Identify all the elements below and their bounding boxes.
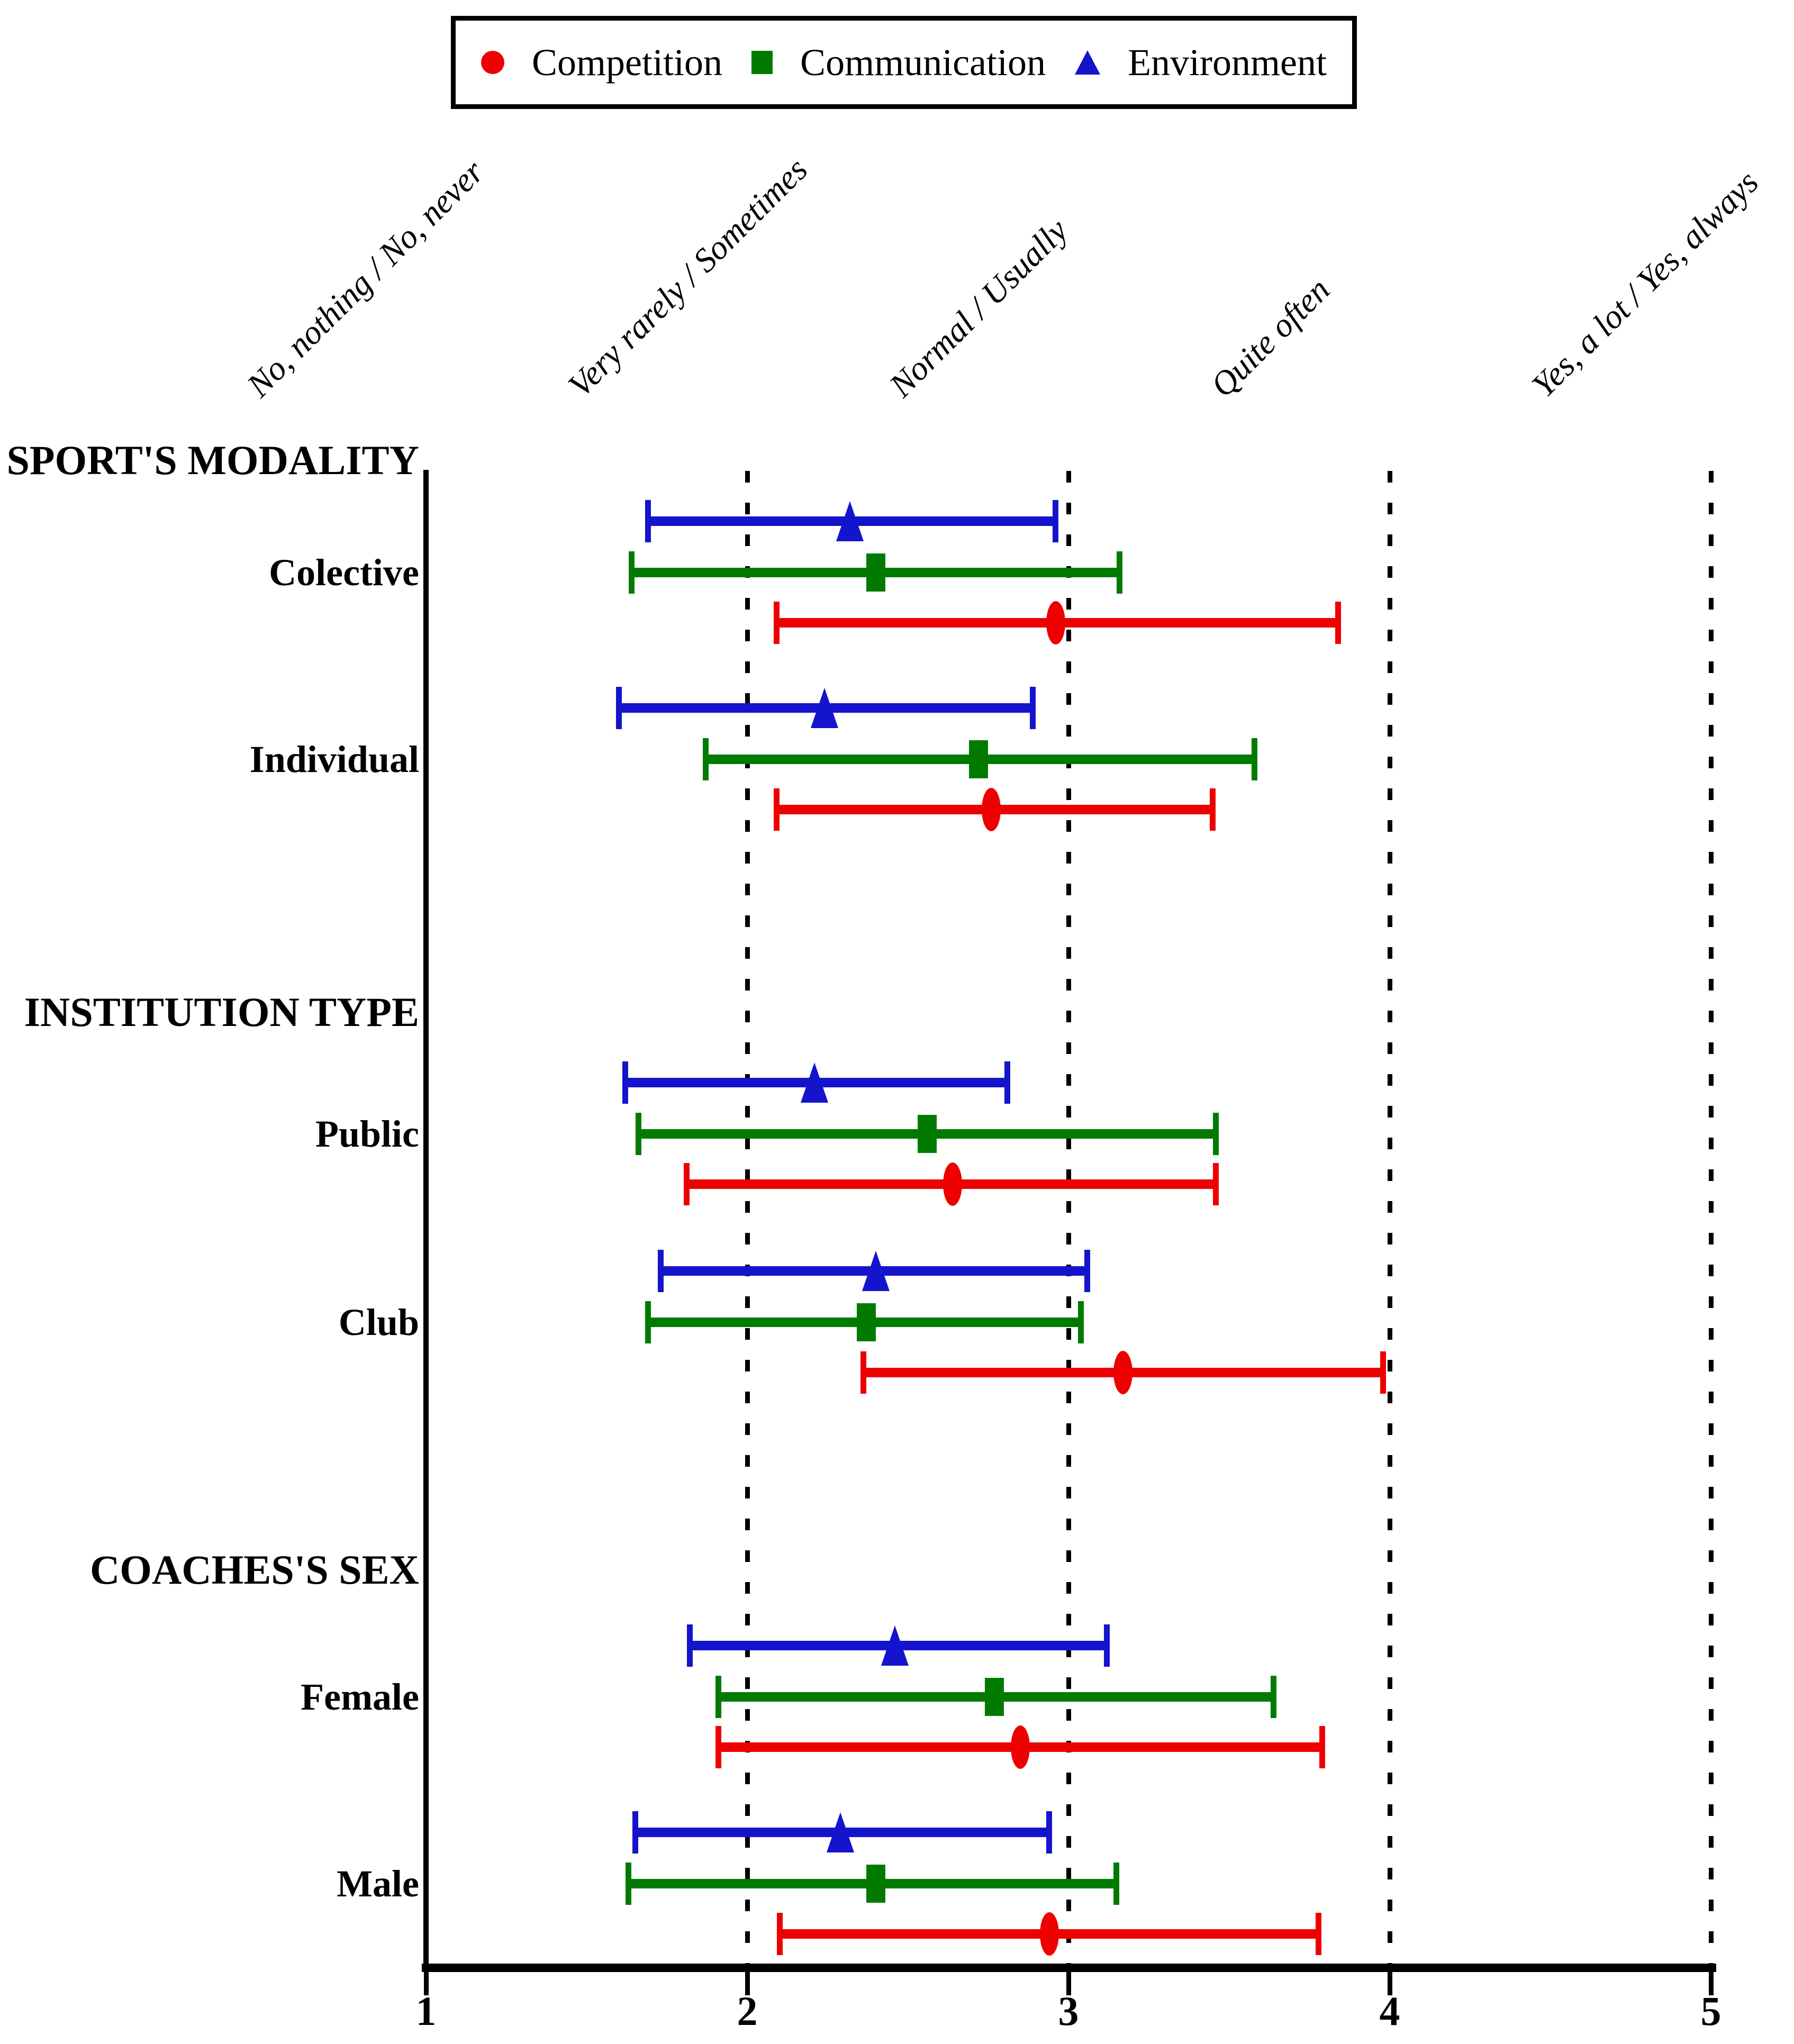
mean-triangle-marker-club-environment bbox=[862, 1251, 890, 1291]
errorbar-capL-individual-environment bbox=[616, 687, 622, 729]
legend-label-environment: Environment bbox=[1128, 41, 1327, 84]
errorbar-capR-colective-environment bbox=[1052, 500, 1058, 542]
mean-circle-marker-male-competition bbox=[1039, 1912, 1059, 1956]
mean-square-marker-public-communication bbox=[917, 1115, 937, 1153]
errorbar-capR-female-environment bbox=[1103, 1624, 1110, 1667]
errorbar-capL-colective-communication bbox=[629, 551, 635, 594]
competition-circle-icon bbox=[481, 51, 504, 74]
mean-circle-marker-individual-competition bbox=[982, 788, 1001, 831]
x-tick-label-2: 2 bbox=[737, 1988, 758, 2034]
gridline-3 bbox=[1066, 471, 1071, 1965]
x-axis-line bbox=[422, 1964, 1716, 1972]
x-tick-label-3: 3 bbox=[1058, 1988, 1079, 2034]
mean-square-marker-female-communication bbox=[985, 1678, 1004, 1716]
errorbar-capR-individual-environment bbox=[1030, 687, 1036, 729]
errorbar-capL-public-environment bbox=[622, 1061, 629, 1104]
errorbar-capR-individual-communication bbox=[1252, 738, 1258, 780]
mean-square-marker-club-communication bbox=[856, 1303, 876, 1341]
errorbar-capL-individual-communication bbox=[703, 738, 709, 780]
errorbar-capL-female-competition bbox=[715, 1726, 722, 1768]
errorbar-capL-male-competition bbox=[776, 1913, 783, 1955]
errorbar-capR-male-environment bbox=[1046, 1811, 1052, 1854]
mean-triangle-marker-female-environment bbox=[881, 1625, 909, 1666]
errorbar-capL-female-environment bbox=[686, 1624, 693, 1667]
communication-square-icon bbox=[751, 51, 773, 74]
errorbar-capR-male-competition bbox=[1316, 1913, 1322, 1955]
errorbar-capR-public-communication bbox=[1213, 1113, 1219, 1155]
gridline-5 bbox=[1709, 471, 1714, 1965]
section-title-coaches-sex: COACHES'S SEX bbox=[89, 1547, 419, 1593]
environment-triangle-icon bbox=[1075, 50, 1101, 75]
errorbar-capL-club-communication bbox=[645, 1301, 651, 1343]
errorbar-capR-individual-competition bbox=[1210, 788, 1216, 831]
mean-circle-marker-colective-competition bbox=[1046, 601, 1065, 644]
gridline-2 bbox=[745, 471, 750, 1965]
errorbar-capL-club-competition bbox=[860, 1351, 866, 1394]
top-scale-label-2: Very rarely / Sometimes bbox=[560, 150, 815, 404]
mean-triangle-marker-public-environment bbox=[801, 1062, 829, 1103]
mean-circle-marker-club-competition bbox=[1113, 1351, 1133, 1394]
top-scale-label-3: Normal / Usually bbox=[882, 211, 1075, 404]
legend-item-competition: Competition bbox=[481, 41, 722, 85]
x-tick-label-1: 1 bbox=[415, 1988, 437, 2034]
x-tick-1 bbox=[424, 1972, 429, 1995]
group-label-colective: Colective bbox=[269, 551, 419, 594]
x-tick-label-4: 4 bbox=[1379, 1988, 1400, 2034]
top-scale-label-5: Yes, a lot / Yes, always bbox=[1524, 163, 1766, 404]
errorbar-capR-public-environment bbox=[1004, 1061, 1010, 1104]
section-title-sports-modality: SPORT'S MODALITY bbox=[6, 437, 419, 483]
errorbar-capL-colective-environment bbox=[645, 500, 651, 542]
legend-item-environment: Environment bbox=[1075, 41, 1327, 85]
errorbar-capL-public-competition bbox=[683, 1163, 690, 1205]
group-label-female: Female bbox=[301, 1676, 419, 1718]
mean-square-marker-individual-communication bbox=[969, 740, 989, 778]
errorbar-capR-club-communication bbox=[1078, 1301, 1084, 1343]
group-label-individual: Individual bbox=[249, 738, 419, 780]
errorbar-capL-club-environment bbox=[658, 1250, 664, 1292]
errorbar-capR-colective-communication bbox=[1117, 551, 1123, 594]
x-tick-3 bbox=[1066, 1972, 1071, 1995]
legend-item-communication: Communication bbox=[751, 41, 1046, 85]
errorbar-capR-club-competition bbox=[1380, 1351, 1386, 1394]
errorbar-capR-female-communication bbox=[1271, 1676, 1277, 1718]
errorbar-capR-club-environment bbox=[1084, 1250, 1091, 1292]
errorbar-capR-colective-competition bbox=[1335, 602, 1341, 644]
errorbar-capL-individual-competition bbox=[773, 788, 780, 831]
x-tick-label-5: 5 bbox=[1700, 1988, 1721, 2034]
mean-triangle-marker-colective-environment bbox=[836, 501, 864, 541]
group-label-male: Male bbox=[337, 1863, 419, 1905]
top-scale-label-1: No, nothing / No, never bbox=[239, 152, 491, 404]
errorbar-capR-female-competition bbox=[1319, 1726, 1325, 1768]
errorbar-capL-public-communication bbox=[635, 1113, 641, 1155]
group-label-club: Club bbox=[338, 1301, 419, 1343]
legend-label-communication: Communication bbox=[800, 41, 1046, 84]
legend: Competition Communication Environment bbox=[451, 16, 1357, 109]
y-axis-line bbox=[423, 470, 429, 1972]
mean-triangle-marker-male-environment bbox=[827, 1812, 855, 1852]
mean-triangle-marker-individual-environment bbox=[810, 688, 838, 728]
mean-circle-marker-female-competition bbox=[1010, 1725, 1030, 1769]
x-tick-4 bbox=[1388, 1972, 1392, 1995]
mean-square-marker-colective-communication bbox=[866, 553, 885, 592]
errorbar-capR-male-communication bbox=[1113, 1863, 1120, 1905]
group-label-public: Public bbox=[315, 1113, 419, 1155]
mean-circle-marker-public-competition bbox=[943, 1162, 963, 1206]
errorbar-capL-colective-competition bbox=[773, 602, 780, 644]
errorbar-capR-public-competition bbox=[1213, 1163, 1219, 1205]
errorbar-capL-male-communication bbox=[626, 1863, 632, 1905]
errorbar-capL-female-communication bbox=[715, 1676, 722, 1718]
top-scale-label-4: Quite often bbox=[1203, 270, 1337, 404]
gridline-4 bbox=[1388, 471, 1392, 1965]
x-tick-2 bbox=[745, 1972, 750, 1995]
mean-square-marker-male-communication bbox=[866, 1865, 885, 1903]
section-title-institution-type: INSTITUTION TYPE bbox=[24, 989, 419, 1035]
x-tick-5 bbox=[1709, 1972, 1714, 1995]
legend-label-competition: Competition bbox=[532, 41, 722, 84]
errorbar-capL-male-environment bbox=[632, 1811, 638, 1854]
